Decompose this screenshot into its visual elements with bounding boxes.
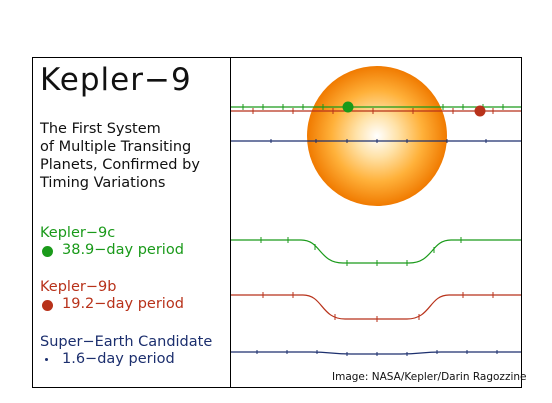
panel-divider bbox=[230, 57, 231, 388]
light-curve-9c bbox=[231, 239, 521, 264]
planet-kepler-9b bbox=[474, 105, 486, 117]
light-curve-9b bbox=[231, 294, 521, 320]
light-curve-ticks-9b bbox=[262, 292, 494, 322]
super-earth-dot-icon bbox=[45, 358, 48, 361]
orbit-ticks-9c bbox=[242, 104, 504, 110]
super-earth-period: 1.6−day period bbox=[62, 351, 175, 367]
kepler-9b-period: 19.2−day period bbox=[62, 296, 184, 312]
page-title: Kepler−9 bbox=[40, 62, 192, 98]
super-earth-name: Super−Earth Candidate bbox=[40, 334, 213, 350]
light-curve-ticks-9c bbox=[260, 237, 462, 266]
subtitle-line-4: Timing Variations bbox=[40, 175, 166, 191]
kepler-9b-dot-icon bbox=[42, 300, 53, 311]
subtitle-line-3: Planets, Confirmed by bbox=[40, 157, 200, 173]
subtitle-line-1: The First System bbox=[40, 121, 161, 137]
subtitle-line-2: of Multiple Transiting bbox=[40, 139, 192, 155]
light-curve-ticks-super-earth bbox=[256, 350, 498, 356]
kepler-9c-period: 38.9−day period bbox=[62, 242, 184, 258]
orbit-ticks-super-earth bbox=[270, 139, 487, 143]
image-credit: Image: NASA/Kepler/Darin Ragozzine bbox=[332, 371, 527, 383]
star-kepler-9 bbox=[307, 66, 447, 206]
kepler-9c-dot-icon bbox=[42, 246, 53, 257]
light-curve-super-earth bbox=[231, 351, 521, 355]
kepler-9b-name: Kepler−9b bbox=[40, 279, 117, 295]
kepler-9c-name: Kepler−9c bbox=[40, 225, 116, 241]
orbit-ticks-9b bbox=[252, 108, 494, 114]
transit-diagram bbox=[231, 66, 521, 356]
planet-kepler-9c bbox=[342, 101, 354, 113]
